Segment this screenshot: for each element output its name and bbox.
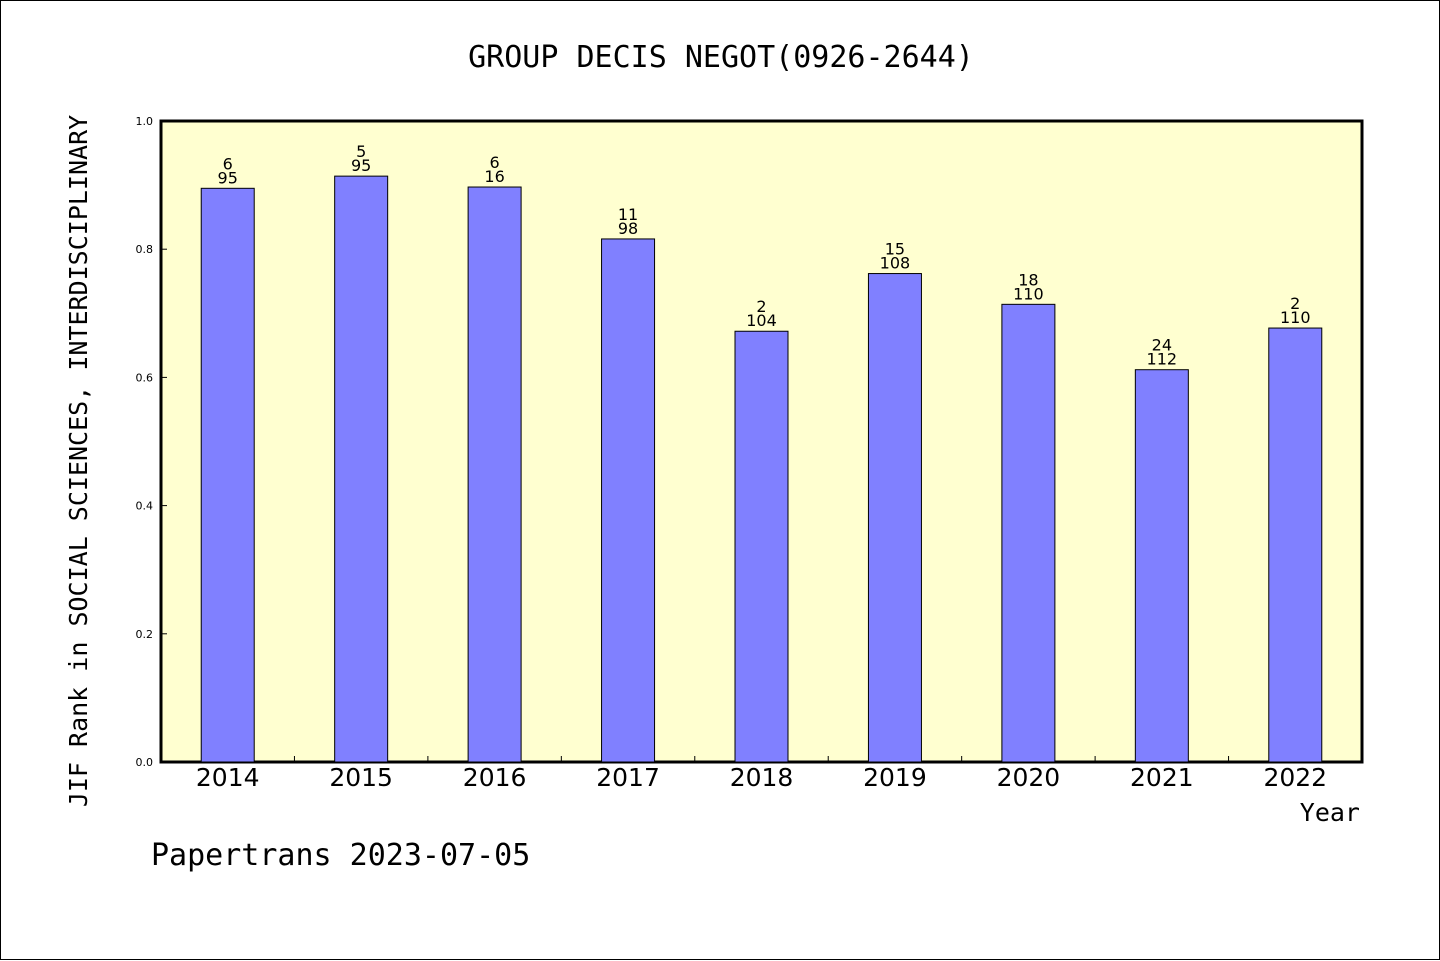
bar-total-label: 112: [1147, 350, 1178, 369]
bar-total-label: 95: [218, 168, 238, 187]
y-axis-title: JIF Rank in SOCIAL SCIENCES, INTERDISCIP…: [64, 115, 93, 807]
bar: [734, 330, 789, 763]
x-tick-label: 2022: [1263, 763, 1327, 792]
bar: [1134, 369, 1189, 763]
x-tick-label: 2018: [730, 763, 794, 792]
bar-rank-label: 11: [618, 205, 638, 224]
bar-rank-label: 24: [1152, 336, 1172, 355]
bar-total-label: 110: [1280, 308, 1311, 327]
bar-series: [200, 175, 1323, 763]
bar-rank-label: 6: [490, 153, 500, 172]
y-tick-label: 0.4: [136, 500, 154, 513]
y-tick-label: 1.0: [136, 115, 154, 128]
bar: [1001, 303, 1056, 763]
x-tick-label: 2020: [997, 763, 1061, 792]
footer-credit: Papertrans 2023-07-05: [151, 838, 530, 873]
x-tick-label: 2021: [1130, 763, 1194, 792]
bar-rank-label: 18: [1018, 270, 1038, 289]
y-tick-label: 0.0: [136, 756, 154, 769]
bar-rank-label: 15: [885, 240, 905, 259]
x-tick-label: 2016: [463, 763, 527, 792]
y-axis: 0.0 0.2 0.4 0.6 0.8 1.0: [136, 115, 167, 769]
bar: [1268, 327, 1323, 763]
y-tick-label: 0.8: [136, 243, 154, 256]
bar-rank-label: 2: [756, 297, 766, 316]
bar-rank-label: 6: [223, 154, 233, 173]
bar: [467, 186, 522, 763]
x-tick-label: 2019: [863, 763, 927, 792]
bar-total-label: 98: [618, 219, 638, 238]
bar: [334, 175, 389, 763]
x-tick-label: 2017: [596, 763, 660, 792]
bar: [867, 273, 922, 763]
x-tick-label: 2014: [196, 763, 260, 792]
bar-total-label: 108: [880, 254, 911, 273]
bar-total-label: 104: [746, 311, 777, 330]
x-axis-title: Year: [1300, 798, 1360, 827]
chart-title: GROUP DECIS NEGOT(0926-2644): [468, 40, 974, 75]
x-tick-label: 2015: [329, 763, 393, 792]
bar: [601, 238, 656, 763]
bar-rank-label: 5: [356, 142, 366, 161]
x-axis: 2014 2015 2016 2017 2018 2019 2020 2021 2022: [196, 756, 1327, 792]
bar-total-label: 16: [484, 167, 504, 186]
y-tick-label: 0.2: [136, 628, 154, 641]
bar: [200, 187, 255, 763]
y-tick-label: 0.6: [136, 371, 154, 384]
bar-total-label: 110: [1013, 284, 1044, 303]
bar-total-label: 95: [351, 156, 371, 175]
bar-rank-label: 2: [1290, 294, 1300, 313]
